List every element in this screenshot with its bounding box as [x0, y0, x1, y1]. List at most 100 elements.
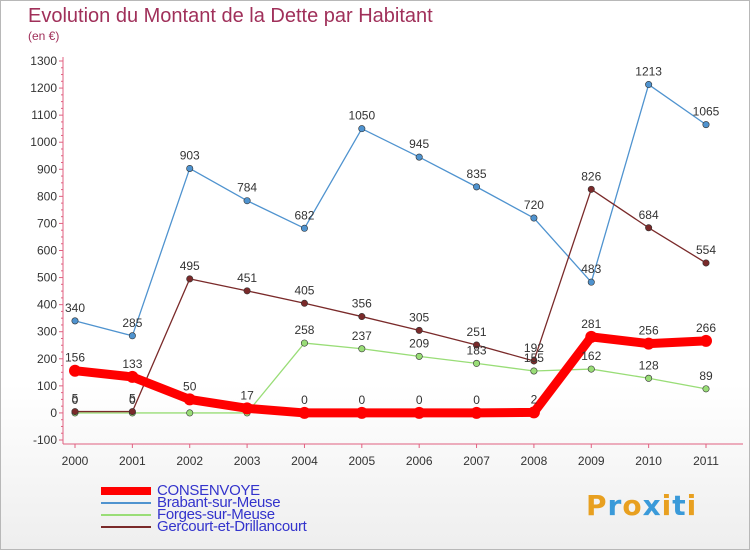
brand-logo: Proxiti	[586, 489, 697, 522]
y-tick-label: 700	[37, 216, 57, 230]
data-point	[241, 402, 254, 415]
brand-letter: i	[686, 489, 698, 522]
data-point	[645, 81, 653, 89]
x-tick-label: 2004	[291, 454, 318, 468]
series-line	[74, 342, 707, 414]
legend-swatch	[101, 502, 151, 504]
series-line	[70, 332, 711, 418]
data-label: 192	[524, 341, 544, 355]
chart-title: Evolution du Montant de la Dette par Hab…	[28, 5, 433, 27]
data-point	[71, 317, 79, 325]
legend-swatch	[101, 514, 151, 516]
data-label: 451	[237, 271, 257, 285]
data-point	[473, 183, 481, 191]
data-point	[128, 332, 136, 340]
x-tick-label: 2010	[635, 454, 662, 468]
y-tick-label: 0	[50, 406, 57, 420]
data-label: 305	[409, 310, 429, 324]
data-point	[587, 278, 595, 286]
data-point	[69, 364, 81, 377]
data-label: 50	[183, 379, 197, 393]
data-point	[645, 374, 653, 382]
data-label: 133	[122, 357, 142, 371]
x-tick-label: 2006	[406, 454, 433, 468]
data-label: 554	[696, 243, 716, 257]
x-tick-label: 2001	[119, 454, 146, 468]
x-tick-label: 2003	[234, 454, 261, 468]
data-label: 720	[524, 198, 544, 212]
data-label: 1050	[348, 109, 375, 123]
brand-letter: o	[622, 489, 643, 522]
data-point	[700, 334, 712, 347]
legend-item: Gercourt-et-Drillancourt	[101, 518, 307, 535]
legend-item: CONSENVOYE	[101, 482, 307, 499]
y-tick-label: 1000	[30, 135, 57, 149]
data-label: 0	[129, 393, 136, 407]
data-label: 945	[409, 137, 429, 151]
data-label: 483	[581, 262, 601, 276]
legend-swatch	[101, 487, 151, 495]
data-label: 237	[352, 329, 372, 343]
brand-letter: x	[642, 489, 662, 522]
y-tick-label: 500	[37, 271, 57, 285]
data-point	[183, 393, 196, 406]
data-label: 17	[240, 388, 254, 402]
brand-letter: t	[672, 489, 687, 522]
data-point	[358, 125, 366, 133]
x-tick-label: 2011	[693, 454, 719, 468]
y-tick-label: -100	[33, 433, 57, 447]
data-point	[126, 370, 139, 383]
data-point	[587, 185, 595, 193]
chart-unit: (en €)	[28, 29, 60, 43]
y-tick-label: 900	[37, 162, 57, 176]
brand-letter: P	[586, 489, 608, 522]
data-label: 0	[358, 393, 365, 407]
data-point	[530, 357, 538, 365]
data-point	[243, 287, 251, 295]
data-point	[413, 406, 426, 419]
data-label: 5	[129, 392, 136, 406]
data-label: 2	[531, 392, 538, 406]
series-line	[74, 188, 707, 413]
data-label: 495	[180, 259, 200, 273]
data-point	[530, 367, 538, 375]
data-label: 128	[639, 358, 659, 372]
data-point	[527, 406, 540, 419]
data-label: 89	[699, 369, 713, 383]
data-point	[702, 121, 710, 129]
data-label: 0	[301, 393, 308, 407]
data-point	[355, 406, 368, 419]
data-label: 251	[467, 325, 487, 339]
legend-label: Gercourt-et-Drillancourt	[157, 518, 307, 535]
data-label: 682	[294, 208, 314, 222]
x-tick-label: 2009	[578, 454, 605, 468]
data-point	[415, 326, 423, 334]
data-label: 183	[467, 343, 487, 357]
data-label: 684	[639, 208, 659, 222]
data-point	[186, 275, 194, 283]
data-point	[186, 409, 194, 417]
y-tick-label: 1200	[30, 81, 57, 95]
data-point	[358, 313, 366, 321]
series-line	[74, 83, 707, 337]
data-point	[186, 164, 194, 172]
data-point	[642, 337, 655, 350]
legend-label: CONSENVOYE	[157, 482, 260, 499]
data-label: 0	[473, 393, 480, 407]
legend-swatch	[101, 526, 151, 528]
data-label: 258	[294, 323, 314, 337]
data-label: 340	[65, 301, 85, 315]
y-tick-label: 1100	[31, 108, 57, 122]
x-tick-label: 2007	[463, 454, 490, 468]
legend-label: Brabant-sur-Meuse	[157, 494, 281, 511]
data-point	[300, 224, 308, 232]
y-tick-label: 200	[37, 352, 57, 366]
data-label: 281	[581, 317, 601, 331]
data-point	[702, 259, 710, 267]
data-label: 5	[72, 392, 79, 406]
data-label: 209	[409, 336, 429, 350]
data-point	[530, 214, 538, 222]
brand-letter: i	[661, 489, 673, 522]
